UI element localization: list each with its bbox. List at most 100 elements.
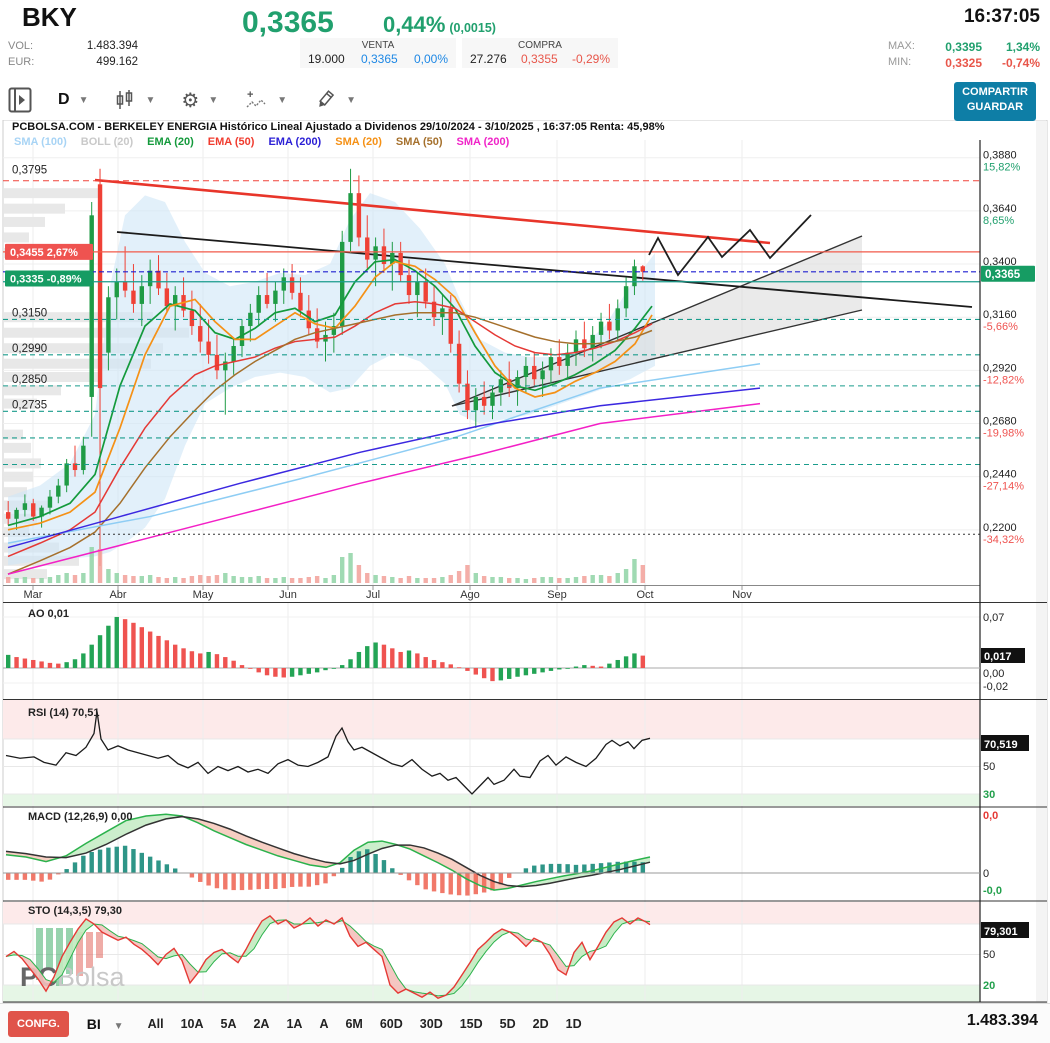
range-1d[interactable]: 1D <box>565 1017 582 1031</box>
chevron-down-icon: ▼ <box>145 94 156 106</box>
range-2a[interactable]: 2A <box>253 1017 270 1031</box>
timeframe-label: D <box>58 91 70 108</box>
range-2d[interactable]: 2D <box>532 1017 549 1031</box>
compra-pct: -0,29% <box>571 52 610 66</box>
add-indicator-icon: + <box>246 89 266 108</box>
chevron-down-icon: ▼ <box>277 94 288 106</box>
svg-text:Jul: Jul <box>366 589 380 601</box>
eur-row: EUR: 499.162 <box>8 56 138 68</box>
min-price: 0,3325 <box>945 56 982 70</box>
group-label: BI <box>86 1016 101 1032</box>
pencil-icon <box>319 90 335 107</box>
range-30d[interactable]: 30D <box>419 1017 443 1031</box>
svg-text:70,519: 70,519 <box>984 739 1018 751</box>
config-button[interactable]: CONFG. <box>8 1011 69 1037</box>
range-selector: All 10A 5A 2A 1A A 6M 60D 30D 15D 5D 2D 1D <box>148 1017 582 1031</box>
svg-text:-0,0: -0,0 <box>983 885 1002 897</box>
svg-text:0,2440: 0,2440 <box>983 469 1017 481</box>
indicator-legend: SMA (100) BOLL (20) EMA (20) EMA (50) EMA (2… <box>14 136 523 148</box>
svg-text:0,3880: 0,3880 <box>983 150 1017 162</box>
vol-value: 1.483.394 <box>86 40 138 52</box>
chevron-down-icon: ▼ <box>78 94 89 106</box>
svg-text:0,3365: 0,3365 <box>985 269 1021 281</box>
legend-item[interactable]: EMA (20) <box>147 136 194 148</box>
svg-text:Mar: Mar <box>24 589 43 601</box>
min-label: MIN: <box>888 56 912 68</box>
range-60d[interactable]: 60D <box>379 1017 403 1031</box>
range-5d[interactable]: 5D <box>499 1017 516 1031</box>
max-label: MAX: <box>888 40 915 52</box>
svg-text:May: May <box>193 589 214 601</box>
venta-pct: 0,00% <box>413 52 448 66</box>
chart-type-dropdown[interactable]: ▼ <box>114 89 155 111</box>
venta-box: VENTA 19.000 0,3365 0,00% <box>300 38 456 68</box>
add-indicator-dropdown[interactable]: + ▼ <box>244 88 287 112</box>
venta-title: VENTA <box>361 40 395 51</box>
svg-text:0,07: 0,07 <box>983 612 1004 624</box>
range-1a[interactable]: 1A <box>286 1017 303 1031</box>
draw-tools-dropdown[interactable]: ▼ <box>313 89 356 111</box>
legend-item[interactable]: EMA (50) <box>207 136 255 148</box>
eur-label: EUR: <box>8 56 35 68</box>
svg-text:Abr: Abr <box>109 589 126 601</box>
svg-text:0,00: 0,00 <box>983 668 1004 680</box>
svg-text:0,3455 2,67%: 0,3455 2,67% <box>10 247 78 259</box>
candlestick-icon <box>117 90 133 109</box>
symbol-ticker: BKY <box>22 2 77 32</box>
svg-text:-12,82%: -12,82% <box>983 374 1024 386</box>
svg-text:20: 20 <box>983 980 995 992</box>
save-label: GUARDAR <box>966 101 1024 113</box>
svg-text:RSI (14) 70,51: RSI (14) 70,51 <box>28 707 100 719</box>
change-pct-value: 0,44% <box>383 12 446 37</box>
chevron-down-icon: ▼ <box>208 94 219 106</box>
group-dropdown[interactable]: BI ▼ <box>87 1016 124 1032</box>
svg-text:0,2850: 0,2850 <box>12 374 47 386</box>
gear-icon: ⚙ <box>181 89 200 112</box>
venta-price: 0,3365 <box>360 52 398 66</box>
svg-text:Jun: Jun <box>279 589 297 601</box>
timeframe-dropdown[interactable]: D ▼ <box>58 91 88 109</box>
svg-text:+: + <box>247 89 253 101</box>
range-6m[interactable]: 6M <box>345 1017 363 1031</box>
range-5a[interactable]: 5A <box>220 1017 237 1031</box>
svg-text:Nov: Nov <box>732 589 752 601</box>
range-a[interactable]: A <box>319 1017 329 1031</box>
change-abs-value: (0,0015) <box>449 21 496 35</box>
svg-text:30: 30 <box>983 789 995 801</box>
svg-text:Bolsa: Bolsa <box>57 962 126 992</box>
last-price: 0,3365 <box>242 6 334 39</box>
svg-text:0,3640: 0,3640 <box>983 203 1017 215</box>
session-volume: 1.483.394 <box>966 1012 1038 1029</box>
volume-row: VOL: 1.483.394 <box>8 40 138 52</box>
change-percent: 0,44% (0,0015) <box>383 12 496 38</box>
bottom-bar: CONFG. BI ▼ All 10A 5A 2A 1A A 6M 60D 30D 15D 5D 2D… <box>0 1003 1050 1043</box>
legend-item[interactable]: SMA (200) <box>456 136 510 148</box>
panel-toggle-button[interactable] <box>8 87 32 113</box>
svg-text:STO (14,3,5) 79,30: STO (14,3,5) 79,30 <box>28 905 122 917</box>
legend-item[interactable]: EMA (200) <box>268 136 322 148</box>
svg-text:-0,02: -0,02 <box>983 681 1008 693</box>
svg-text:0,2680: 0,2680 <box>983 416 1017 428</box>
min-row: MIN: 0,3325 -0,74% <box>888 56 1040 70</box>
compra-title: COMPRA <box>518 40 562 51</box>
legend-item[interactable]: SMA (20) <box>335 136 382 148</box>
range-all[interactable]: All <box>147 1017 164 1031</box>
svg-text:0,0: 0,0 <box>983 810 998 822</box>
svg-text:0,017: 0,017 <box>984 651 1012 663</box>
svg-text:50: 50 <box>983 949 995 961</box>
legend-item[interactable]: SMA (100) <box>14 136 67 148</box>
eur-value: 499.162 <box>96 56 138 68</box>
range-10a[interactable]: 10A <box>180 1017 204 1031</box>
svg-text:0,2200: 0,2200 <box>983 522 1017 534</box>
svg-text:79,301: 79,301 <box>984 926 1018 938</box>
svg-text:0,3160: 0,3160 <box>983 309 1017 321</box>
legend-item[interactable]: SMA (50) <box>395 136 443 148</box>
range-15d[interactable]: 15D <box>459 1017 483 1031</box>
share-save-button[interactable]: COMPARTIR GUARDAR <box>954 82 1036 121</box>
legend-item[interactable]: BOLL (20) <box>80 136 134 148</box>
settings-dropdown[interactable]: ⚙ ▼ <box>181 88 218 113</box>
max-price: 0,3395 <box>945 40 982 54</box>
compra-price: 0,3355 <box>520 52 558 66</box>
svg-text:Sep: Sep <box>547 589 567 601</box>
